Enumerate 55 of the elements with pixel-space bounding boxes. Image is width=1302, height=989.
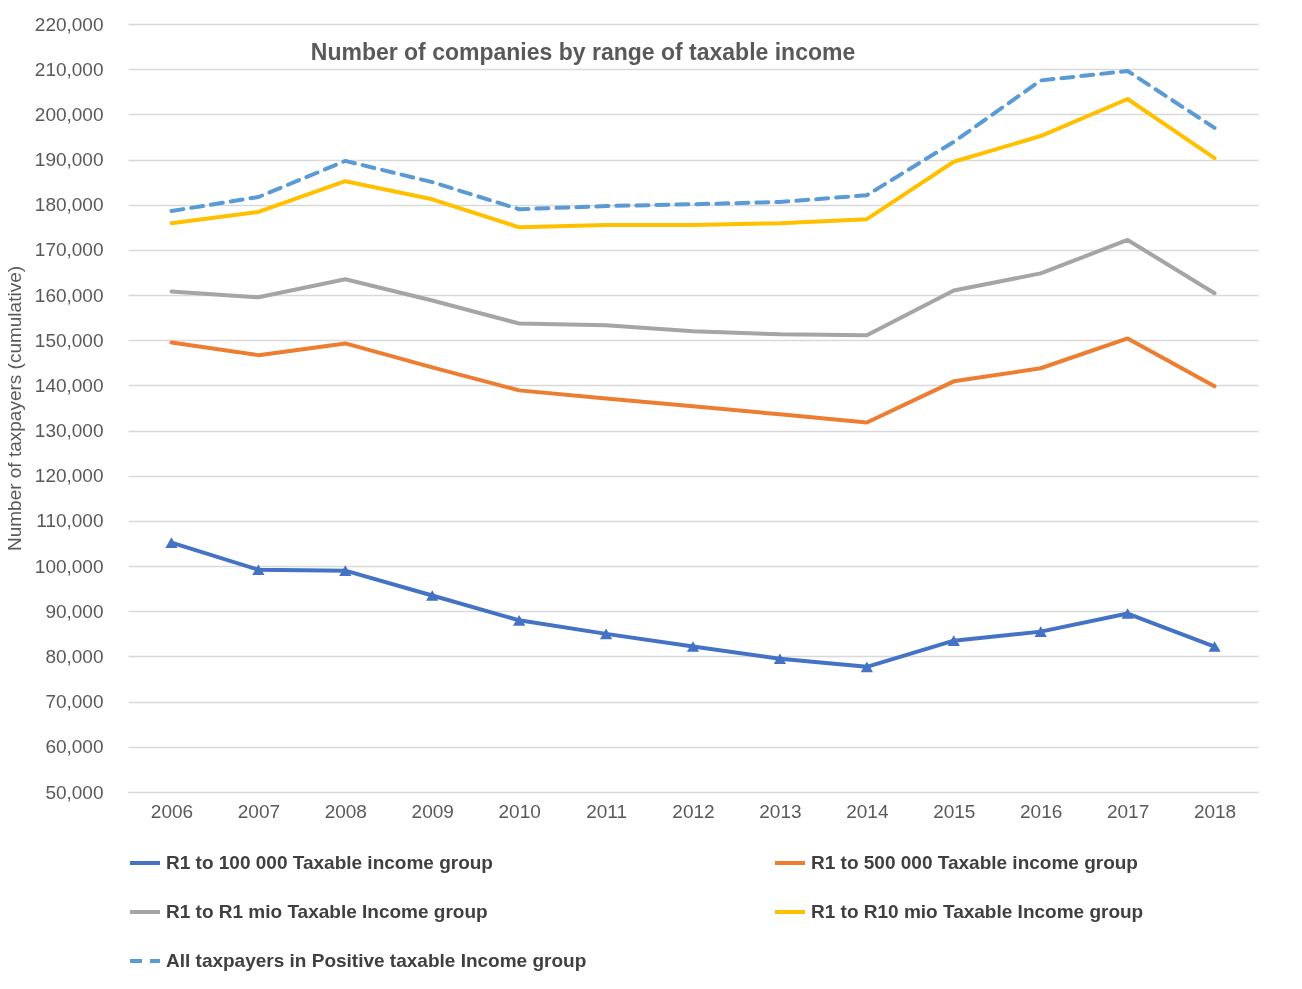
y-tick-label: 110,000 [36,510,104,532]
x-tick-label: 2010 [498,800,541,822]
y-tick-label: 130,000 [34,420,104,442]
x-tick-label: 2008 [324,800,367,822]
x-tick-label: 2009 [411,800,454,822]
point [599,628,613,640]
y-tick-label: 190,000 [34,149,104,171]
y-tick-label: 100,000 [34,555,104,577]
text: Number of companies by range of taxable income [310,39,856,65]
y-tick-label: 120,000 [34,465,104,487]
line-series [169,68,1217,214]
x-tick-label: 2016 [1020,800,1063,822]
line-series [169,336,1217,425]
y-axis-title: Number of taxpayers (cumulative) [3,265,25,552]
point [1121,608,1134,619]
y-tick-label: 200,000 [34,103,104,125]
legend-label: All taxpayers in Positive taxable Income group [166,950,587,971]
y-tick-label: 170,000 [34,239,104,261]
y-tick-label: 70,000 [45,691,104,713]
point [426,590,439,601]
point [252,564,265,576]
y-tick-label: 60,000 [45,736,104,758]
x-tick-label: 2012 [672,800,715,822]
y-tick-label: 90,000 [45,600,104,622]
point [1034,626,1047,637]
x-tick-label: 2017 [1106,800,1150,822]
x-tick-label: 2007 [237,800,281,822]
legend-label: R1 to 500 000 Taxable income group [811,852,1138,873]
x-tick-label: 2013 [759,800,802,822]
point [947,635,960,646]
x-tick-label: 2015 [933,800,976,822]
y-tick-label: 220,000 [34,13,104,35]
y-tick-label: 180,000 [34,194,104,216]
y-tick-label: 150,000 [34,329,104,351]
line-series [169,96,1217,230]
point [165,537,178,548]
y-tick-label: 160,000 [34,284,104,306]
x-tick-label: 2014 [846,800,889,822]
legend-label: R1 to R10 mio Taxable Income group [811,901,1144,922]
y-tick-label: 50,000 [45,781,104,803]
legend-label: R1 to 100 000 Taxable income group [166,852,493,873]
point [860,661,873,673]
point [773,653,787,665]
point [1208,641,1221,652]
x-tick-label: 2011 [586,800,628,822]
legend-label: R1 to R1 mio Taxable Income group [166,901,488,922]
x-tick-label: 2006 [150,800,194,822]
point [339,565,352,576]
point [513,615,526,626]
y-tick-label: 140,000 [34,374,104,396]
y-tick-label: 80,000 [45,645,104,667]
y-tick-label: 210,000 [34,58,104,80]
x-tick-label: 2018 [1193,800,1237,822]
line-series [169,237,1217,338]
point [686,641,700,652]
